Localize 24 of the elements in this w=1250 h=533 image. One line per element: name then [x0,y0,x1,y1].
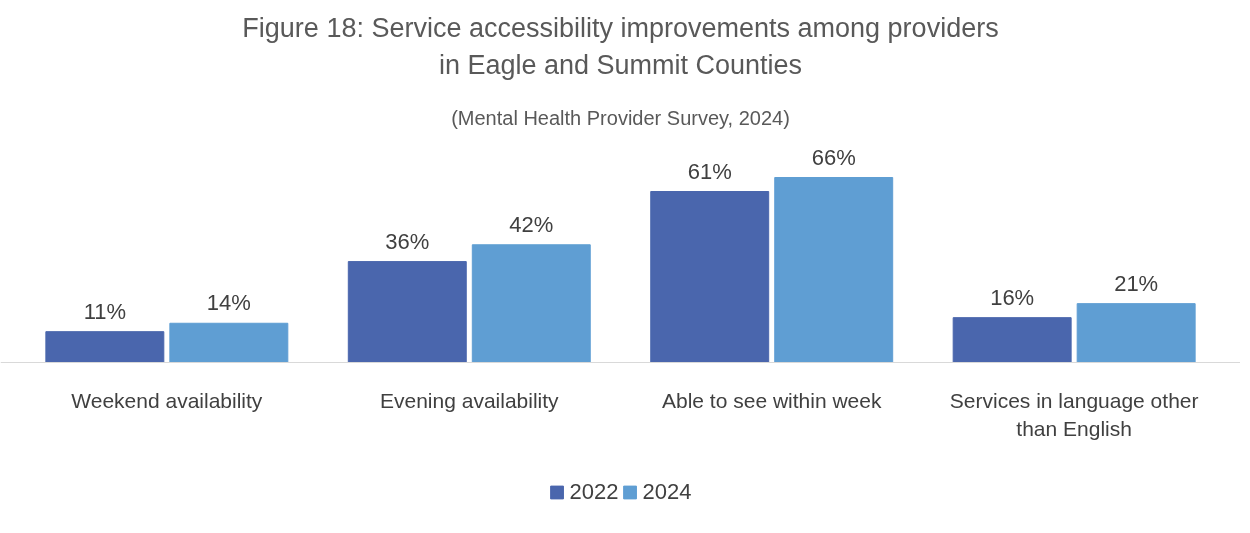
bar [650,191,770,363]
chart-subtitle: (Mental Health Provider Survey, 2024) [451,106,790,129]
x-tick-label: Services in language other than English [949,388,1199,441]
data-label: 66% [811,144,856,170]
legend-label: 2022 [569,479,619,505]
bar [471,244,591,363]
data-label: 16% [990,284,1035,310]
bar [169,322,289,363]
data-label: 11% [83,298,127,324]
data-label: 14% [206,290,251,316]
bar [347,261,467,363]
data-label: 42% [509,211,554,237]
legend-label: 2024 [642,479,692,505]
data-label: 21% [1114,270,1159,296]
chart-title: Figure 18: Service accessibility improvements among providers in Eagle and Summit Counties [242,12,999,80]
data-label: 61% [687,158,732,184]
bar [45,331,165,363]
x-tick-label: Weekend availability [71,388,263,412]
bar [1076,303,1196,363]
x-tick-label: Able to see within week [661,388,882,412]
data-label: 36% [385,228,430,254]
bar [952,317,1072,363]
x-tick-label: Evening availability [379,388,560,412]
bar [774,177,894,363]
